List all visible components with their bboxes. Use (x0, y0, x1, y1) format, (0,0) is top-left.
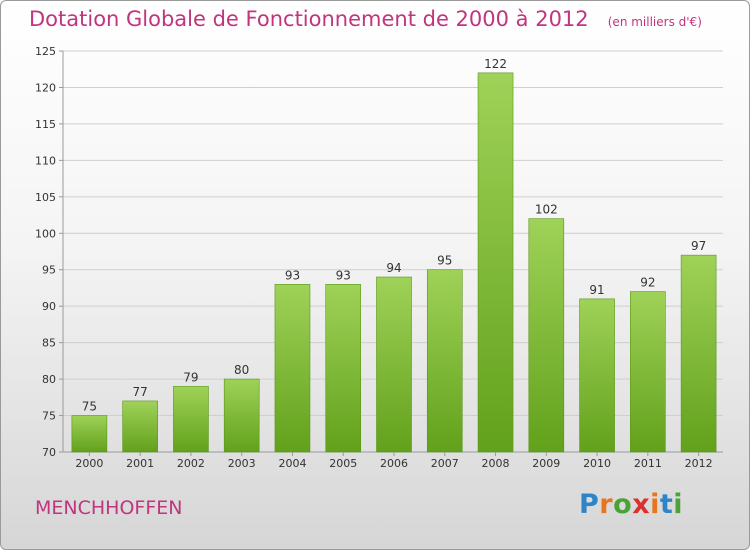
x-tick-label: 2003 (228, 457, 256, 470)
x-tick-label: 2008 (482, 457, 510, 470)
bar (426, 269, 463, 453)
bar (325, 284, 362, 453)
data-label: 93 (285, 268, 300, 282)
data-label: 79 (183, 370, 198, 384)
bar (376, 276, 412, 453)
y-tick-labels: 70 75 80 85 90 95 100 105 110 115 120 125 (35, 45, 56, 459)
y-tick-label: 80 (42, 373, 56, 386)
y-tick-label: 70 (42, 446, 56, 459)
y-tick-label: 105 (35, 191, 56, 204)
logo-letter: o (613, 489, 633, 520)
x-tick-label: 2011 (634, 457, 662, 470)
chart-title-block: Dotation Globale de Fonctionnement de 20… (29, 7, 702, 31)
bar (680, 254, 717, 453)
logo-letter: t (659, 489, 674, 520)
logo-letter: i (673, 489, 684, 520)
bar (223, 378, 260, 453)
data-label: 91 (589, 283, 604, 297)
y-tick-label: 115 (35, 118, 56, 131)
x-tick-label: 2009 (532, 457, 560, 470)
data-label: 97 (691, 239, 706, 253)
x-tick-label: 2007 (431, 457, 459, 470)
x-tick-labels: 2000 2001 2002 2003 2004 2005 2006 2007 2008 2009… (75, 452, 713, 470)
data-label: 80 (234, 363, 249, 377)
y-tick-label: 85 (42, 337, 56, 350)
data-label: 94 (386, 261, 401, 275)
bar (71, 415, 108, 453)
y-tick-label: 75 (42, 410, 56, 423)
unit-note: (en milliers d'€) (607, 15, 702, 29)
y-tick-label: 100 (35, 227, 56, 240)
y-tick-label: 95 (42, 264, 56, 277)
logo-letter: P (579, 489, 600, 520)
x-tick-label: 2010 (583, 457, 611, 470)
bar (579, 298, 615, 453)
x-tick-label: 2001 (126, 457, 154, 470)
data-label: 75 (82, 400, 97, 414)
bar (173, 386, 209, 453)
y-tick-label: 110 (35, 154, 56, 167)
chart-title: Dotation Globale de Fonctionnement de 20… (29, 7, 589, 31)
x-tick-label: 2005 (329, 457, 357, 470)
x-tick-label: 2004 (278, 457, 306, 470)
data-label: 93 (336, 268, 351, 282)
logo-letter: r (599, 489, 614, 520)
data-label: 102 (535, 203, 558, 217)
x-tick-label: 2006 (380, 457, 408, 470)
bars (71, 72, 717, 453)
data-label: 95 (437, 254, 452, 268)
bar (630, 291, 666, 453)
logo-letter: x (632, 489, 651, 520)
bar (477, 72, 514, 453)
data-labels: 75 77 79 80 93 93 94 95 122 102 91 92 97 (82, 57, 707, 414)
data-label: 92 (640, 276, 655, 290)
bar (528, 218, 565, 453)
x-tick-label: 2012 (685, 457, 713, 470)
proxiti-logo: Proxiti (579, 489, 683, 520)
data-label: 122 (484, 57, 507, 71)
commune-name: MENCHHOFFEN (35, 497, 183, 519)
y-tick-label: 90 (42, 300, 56, 313)
x-tick-label: 2000 (75, 457, 103, 470)
x-tick-label: 2002 (177, 457, 205, 470)
data-label: 77 (133, 385, 148, 399)
bar (122, 400, 158, 453)
y-tick-label: 120 (35, 81, 56, 94)
y-tick-label: 125 (35, 45, 56, 58)
logo-letter: i (650, 489, 660, 520)
bar (274, 284, 311, 453)
